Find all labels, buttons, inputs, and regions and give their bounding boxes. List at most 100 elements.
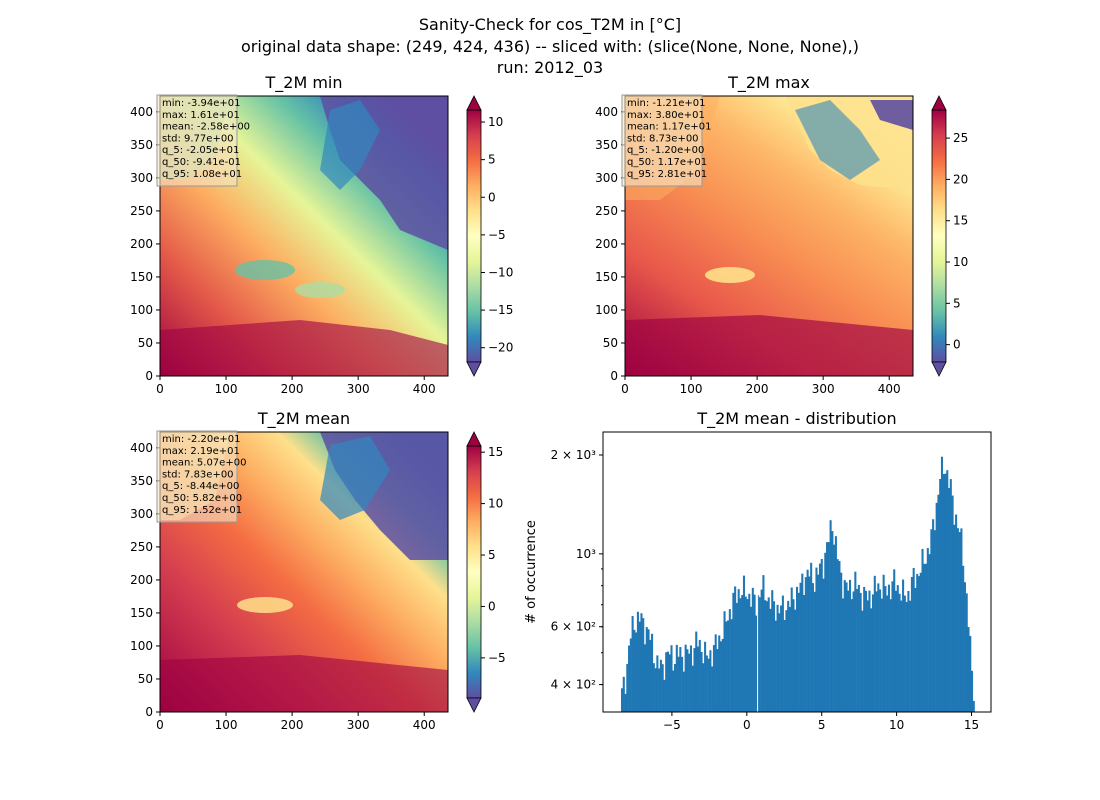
histogram-bar xyxy=(746,599,749,712)
histogram-bar xyxy=(898,593,901,712)
stats-line: q_5: -1.20e+00 xyxy=(627,145,704,156)
y-tick-label: 400 xyxy=(130,105,153,119)
histogram-bar xyxy=(781,595,784,712)
histogram-bar xyxy=(636,611,639,712)
histogram-bar xyxy=(817,574,820,712)
stats-line: mean: -2.58e+00 xyxy=(162,122,250,133)
stats-box-background xyxy=(156,94,238,187)
histogram-bar xyxy=(767,597,770,712)
histogram-bar xyxy=(852,591,855,712)
x-tick-label: 0 xyxy=(156,718,164,732)
histogram-bar xyxy=(780,605,783,712)
colorbar-tick-label: 0 xyxy=(488,599,496,613)
colorbar-tick-label: −20 xyxy=(488,341,513,355)
y-tick-label: 250 xyxy=(130,540,153,554)
colorbar: 10 5 0 −5 −10 −15 −20 xyxy=(466,95,513,377)
histogram-bar xyxy=(688,653,691,712)
x-tick-label: 400 xyxy=(413,382,436,396)
histogram-bars xyxy=(620,432,975,712)
histogram-bar xyxy=(718,635,721,712)
histogram-bar xyxy=(951,495,954,712)
axes-frame xyxy=(159,431,449,713)
histogram-bar xyxy=(700,652,703,712)
colorbar-tick-label: 15 xyxy=(488,445,503,459)
x-tick-label: 0 xyxy=(621,382,629,396)
stats-line: q_50: 5.82e+00 xyxy=(162,493,242,504)
x-tick-label: −5 xyxy=(663,718,681,732)
histogram-bar xyxy=(661,664,664,712)
x-axis: 0 100 200 300 400 xyxy=(156,376,436,396)
stats-line: min: -2.20e+01 xyxy=(162,434,241,445)
panel-title: T_2M mean xyxy=(257,409,350,429)
x-tick-label: 200 xyxy=(281,382,304,396)
colorbar-extend-max xyxy=(466,431,482,447)
y-tick-label: 150 xyxy=(130,606,153,620)
colorbar: 15 10 5 0 −5 xyxy=(466,431,506,713)
colorbar-tick-label: 5 xyxy=(953,296,961,310)
histogram-bar xyxy=(930,529,933,712)
stats-line: mean: 5.07e+00 xyxy=(162,458,246,469)
histogram-bar xyxy=(939,478,942,712)
histogram-bar xyxy=(712,645,715,712)
histogram-bar xyxy=(856,589,859,712)
axes-frame xyxy=(602,431,992,713)
y-tick-label: 150 xyxy=(595,270,618,284)
histogram-bar xyxy=(765,601,768,712)
histogram-bar xyxy=(730,619,733,712)
histogram-bar xyxy=(737,589,740,712)
histogram-bar xyxy=(810,562,813,712)
colorbar-tick-label: 5 xyxy=(488,153,496,167)
histogram-bar xyxy=(859,592,862,712)
stats-line: q_5: -8.44e+00 xyxy=(162,481,239,492)
colorbar-extend-min xyxy=(931,361,947,377)
x-tick-label: 300 xyxy=(347,382,370,396)
histogram-bar xyxy=(666,651,670,712)
histogram-bar xyxy=(956,528,959,712)
histogram-bar xyxy=(919,572,922,712)
axes-frame xyxy=(159,95,449,377)
x-tick-label: 100 xyxy=(215,382,238,396)
y-axis: 4 × 10² 6 × 10² 10³ 2 × 10³ xyxy=(551,448,603,692)
histogram-bar xyxy=(841,598,845,712)
histogram-bar xyxy=(868,590,871,712)
colorbar-gradient xyxy=(466,445,482,699)
histogram-bar xyxy=(773,601,776,712)
colorbar-gradient xyxy=(931,109,947,363)
histogram-bar xyxy=(640,613,643,712)
histogram-bar xyxy=(638,621,641,712)
stats-line: q_95: 2.81e+01 xyxy=(627,169,707,180)
histogram-bar xyxy=(689,645,692,712)
y-axis-label: # of occurrence xyxy=(524,520,539,624)
histogram-bar xyxy=(864,590,867,712)
histogram-bar xyxy=(905,601,908,712)
panel-title: T_2M min xyxy=(264,73,342,93)
histogram-bar xyxy=(836,559,839,712)
histogram-bar xyxy=(785,610,788,712)
histogram-bar xyxy=(628,645,631,712)
histogram-bar xyxy=(787,600,790,712)
y-tick-label: 350 xyxy=(130,474,153,488)
x-tick-label: 15 xyxy=(964,718,979,732)
colorbar-tick-label: 5 xyxy=(488,548,496,562)
histogram-bar xyxy=(696,646,700,712)
panel-t2m-max: T_2M max 0 100 200 300 400 05010015020025030… xyxy=(595,73,968,396)
histogram-bar xyxy=(861,610,864,712)
histogram-bar xyxy=(969,635,972,712)
histogram-bar xyxy=(879,589,882,712)
histogram-bar xyxy=(815,567,818,712)
histogram-bar xyxy=(826,542,829,712)
histogram-bar xyxy=(877,583,880,712)
title-line-2: original data shape: (249, 424, 436) -- … xyxy=(241,37,859,56)
axes-frame xyxy=(624,95,914,377)
histogram-bar xyxy=(675,644,678,712)
histogram-bar xyxy=(665,652,668,712)
histogram-bar xyxy=(704,641,707,712)
histogram-bar xyxy=(776,604,779,712)
histogram-bar xyxy=(833,544,836,712)
stats-line: std: 8.73e+00 xyxy=(627,133,699,144)
histogram-bar xyxy=(764,600,767,712)
histogram-bar xyxy=(871,594,875,712)
stats-line: min: -1.21e+01 xyxy=(627,98,706,109)
histogram-bar xyxy=(880,598,883,712)
